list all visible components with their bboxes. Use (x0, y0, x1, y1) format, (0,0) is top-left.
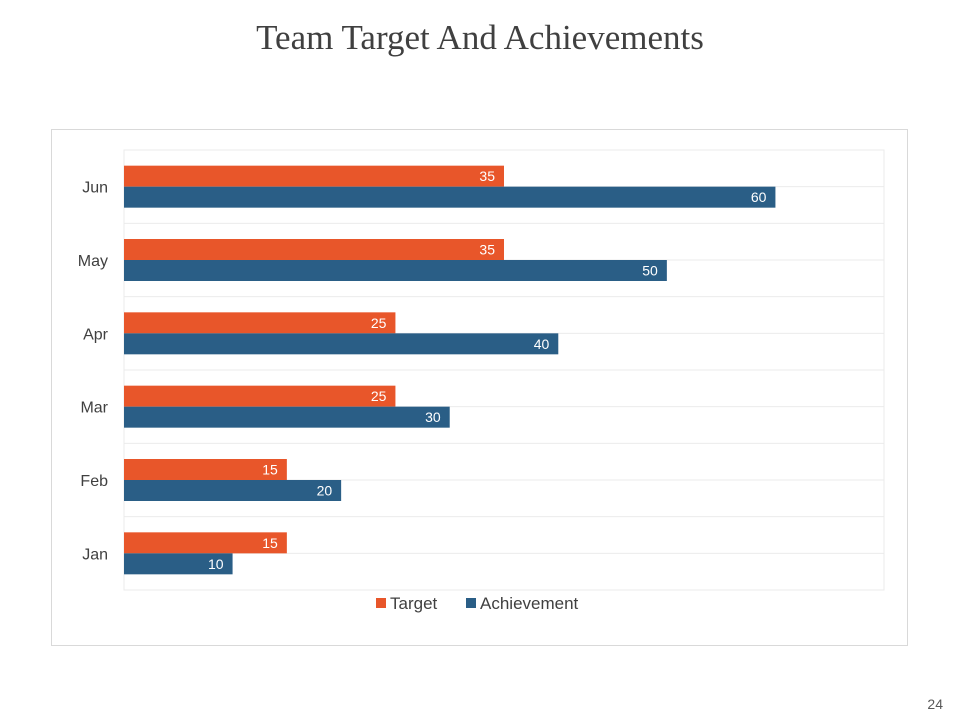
target-legend-label: Target (390, 594, 438, 613)
achievement-bar (124, 333, 559, 355)
target-bar (124, 312, 396, 334)
achievement-value-label: 30 (425, 409, 441, 425)
achievement-value-label: 20 (317, 483, 333, 499)
page-number: 24 (927, 696, 943, 712)
target-value-label: 25 (371, 388, 387, 404)
target-bar (124, 239, 504, 260)
achievement-legend-label: Achievement (480, 594, 579, 613)
achievement-bar (124, 186, 776, 208)
achievement-value-label: 40 (534, 336, 550, 352)
category-label: Apr (83, 326, 109, 343)
achievement-value-label: 60 (751, 189, 767, 205)
target-value-label: 35 (479, 168, 495, 184)
category-label: Jan (82, 546, 108, 563)
slide-title: Team Target And Achievements (256, 18, 704, 57)
target-bar (124, 385, 396, 407)
achievement-value-label: 50 (642, 263, 658, 279)
achievement-legend-swatch (466, 598, 476, 608)
target-legend-swatch (376, 598, 386, 608)
category-label: Mar (80, 400, 108, 417)
achievement-value-label: 10 (208, 556, 224, 572)
bar-chart: Jan 15 10 Feb 15 20 Mar 25 30 Apr 25 40 May 35 50 Jun 35… (78, 149, 885, 613)
chart-frame: Jan 15 10 Feb 15 20 Mar 25 30 Apr 25 40 May 35 50 Jun 35… (51, 129, 908, 646)
target-bar (124, 459, 287, 480)
target-value-label: 15 (262, 535, 278, 551)
target-value-label: 25 (371, 315, 387, 331)
category-label: Feb (80, 473, 108, 490)
category-label: Jun (82, 180, 108, 197)
achievement-bar (124, 406, 450, 428)
target-value-label: 15 (262, 462, 278, 478)
target-value-label: 35 (479, 242, 495, 258)
achievement-bar (124, 260, 667, 281)
target-bar (124, 165, 504, 187)
achievement-bar (124, 553, 233, 575)
category-label: May (78, 253, 108, 270)
target-bar (124, 532, 287, 554)
achievement-bar (124, 480, 342, 501)
